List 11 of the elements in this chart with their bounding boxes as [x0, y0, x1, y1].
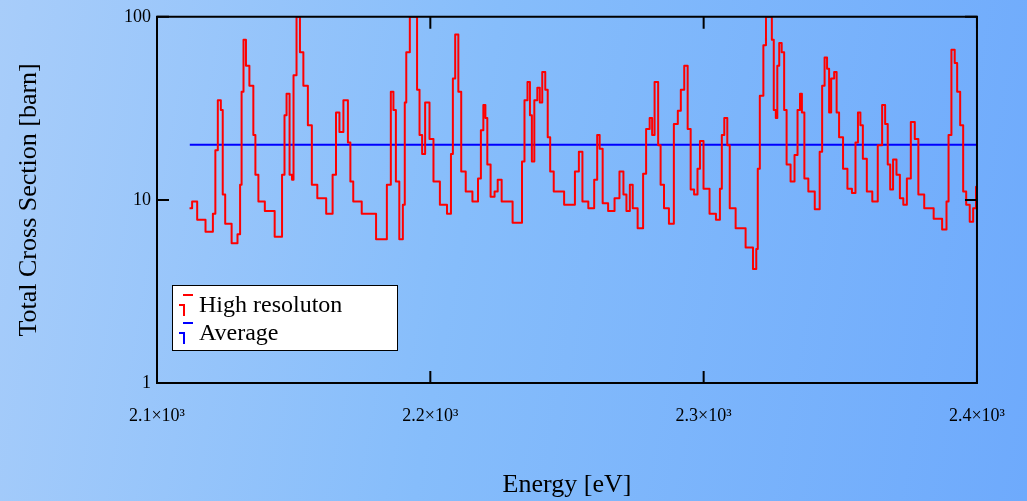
- y-tick-label: 100: [124, 5, 151, 26]
- y-axis-title: Total Cross Section [barn]: [13, 63, 43, 337]
- y-tick-label: 10: [133, 188, 151, 209]
- x-tick-label: 2.4×10³: [948, 404, 1006, 425]
- x-axis-title: Energy [eV]: [502, 469, 632, 499]
- x-tick-label: 2.1×10³: [128, 404, 186, 425]
- x-tick-label: 2.3×10³: [675, 404, 733, 425]
- y-tick-label: 1: [142, 371, 151, 392]
- x-tick-label: 2.2×10³: [402, 404, 459, 425]
- legend-label: High resoluton: [199, 290, 343, 318]
- legend-label: Average: [199, 318, 279, 346]
